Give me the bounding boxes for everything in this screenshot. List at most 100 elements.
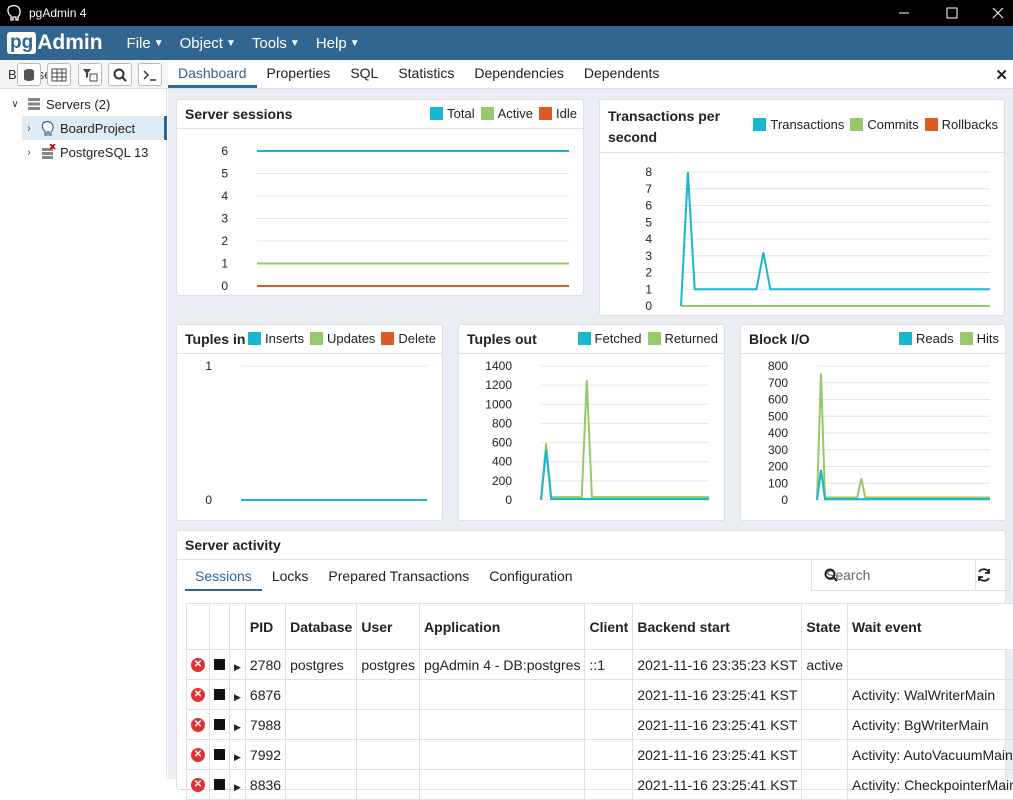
tab-sql[interactable]: SQL xyxy=(340,59,388,88)
close-tab-icon[interactable]: ✕ xyxy=(995,66,1008,84)
column-header[interactable]: Wait event xyxy=(848,604,1013,650)
tab-properties[interactable]: Properties xyxy=(257,59,341,88)
terminate-session-button[interactable]: ✕ xyxy=(187,710,210,740)
expand-row-button[interactable]: ▶ xyxy=(230,710,246,740)
y-tick-label: 800 xyxy=(768,359,788,373)
cancel-query-button[interactable] xyxy=(210,680,230,710)
legend-label: Hits xyxy=(977,331,999,346)
legend-item: Rollbacks xyxy=(925,117,998,132)
query-tool-button[interactable] xyxy=(17,63,41,86)
legend-label: Returned xyxy=(665,331,718,346)
column-header[interactable]: PID xyxy=(245,604,285,650)
menu-file[interactable]: File▼ xyxy=(127,35,164,52)
tab-dependents[interactable]: Dependents xyxy=(574,59,670,88)
terminate-session-button[interactable]: ✕ xyxy=(187,770,210,800)
cell-application xyxy=(420,710,585,740)
chevron-right-icon[interactable]: › xyxy=(22,147,36,158)
maximize-button[interactable] xyxy=(929,0,975,26)
chevron-down-icon[interactable]: ∨ xyxy=(8,99,22,110)
menu-object[interactable]: Object▼ xyxy=(180,35,236,52)
menu-tools[interactable]: Tools▼ xyxy=(252,35,300,52)
cancel-query-button[interactable] xyxy=(210,650,230,680)
y-tick-label: 600 xyxy=(768,393,788,407)
cell-client: ::1 xyxy=(585,650,633,680)
close-window-button[interactable] xyxy=(975,0,1013,26)
terminate-session-button[interactable]: ✕ xyxy=(187,740,210,770)
legend-item: Active xyxy=(481,106,533,121)
cell-pid: 8836 xyxy=(245,770,285,800)
tree-node-servers[interactable]: ∨ Servers (2) xyxy=(8,92,166,116)
search-objects-button[interactable] xyxy=(108,63,132,86)
expand-row-button[interactable]: ▶ xyxy=(230,680,246,710)
cancel-query-button[interactable] xyxy=(210,770,230,800)
caret-right-icon: ▶ xyxy=(234,722,241,732)
main-tabs: Dashboard Properties SQL Statistics Depe… xyxy=(168,60,1013,89)
column-header[interactable]: Client xyxy=(585,604,633,650)
expand-row-button[interactable]: ▶ xyxy=(230,650,246,680)
sessions-table: PID Database User Application Client Bac… xyxy=(186,603,1013,800)
tab-locks[interactable]: Locks xyxy=(262,561,319,591)
cell-wait-event: Activity: CheckpointerMain xyxy=(848,770,1013,800)
tree-node-boardproject[interactable]: › BoardProject xyxy=(22,116,167,140)
close-circle-icon: ✕ xyxy=(191,658,205,672)
legend-label: Rollbacks xyxy=(942,117,998,132)
tab-dashboard[interactable]: Dashboard xyxy=(168,59,257,88)
cell-application xyxy=(420,680,585,710)
stop-icon xyxy=(214,749,225,760)
cell-client xyxy=(585,770,633,800)
tab-sessions[interactable]: Sessions xyxy=(185,561,262,591)
cell-wait-event: Activity: BgWriterMain xyxy=(848,710,1013,740)
legend-item: Fetched xyxy=(578,331,642,346)
terminate-session-button[interactable]: ✕ xyxy=(187,650,210,680)
psql-tool-button[interactable] xyxy=(138,63,162,86)
terminate-session-button[interactable]: ✕ xyxy=(187,680,210,710)
minimize-button[interactable] xyxy=(881,0,927,26)
tab-statistics[interactable]: Statistics xyxy=(388,59,464,88)
chevron-right-icon[interactable]: › xyxy=(22,123,36,134)
column-header[interactable]: State xyxy=(802,604,848,650)
legend: Total Active Idle xyxy=(424,106,577,121)
expand-row-button[interactable]: ▶ xyxy=(230,740,246,770)
series-line-hits xyxy=(817,374,990,501)
window-titlebar: pgAdmin 4 xyxy=(0,0,1013,26)
tab-dependencies[interactable]: Dependencies xyxy=(464,59,574,88)
tree-node-postgresql13[interactable]: › PostgreSQL 13 xyxy=(22,140,167,164)
terminal-icon xyxy=(142,68,158,82)
cell-database xyxy=(286,740,357,770)
chevron-down-icon: ▼ xyxy=(290,38,300,49)
column-header[interactable]: Application xyxy=(420,604,585,650)
legend-item: Commits xyxy=(850,117,918,132)
y-tick-label: 3 xyxy=(645,249,652,263)
filtered-rows-button[interactable] xyxy=(78,63,102,86)
window-title: pgAdmin 4 xyxy=(29,6,86,20)
column-header[interactable]: Backend start xyxy=(633,604,802,650)
y-tick-label: 0 xyxy=(205,493,212,507)
tab-configuration[interactable]: Configuration xyxy=(479,561,582,591)
cancel-query-button[interactable] xyxy=(210,710,230,740)
cancel-query-button[interactable] xyxy=(210,740,230,770)
legend-label: Total xyxy=(447,106,474,121)
server-activity-panel: Server activity Sessions Locks Prepared … xyxy=(176,530,1006,790)
search-box[interactable]: Search xyxy=(811,559,976,591)
tree-label-servers: Servers (2) xyxy=(46,97,110,112)
legend-item: Reads xyxy=(899,331,954,346)
y-tick-label: 8 xyxy=(645,165,652,179)
menu-file-label: File xyxy=(127,35,151,52)
legend-swatch xyxy=(960,332,973,345)
view-data-button[interactable] xyxy=(47,63,71,86)
legend-item: Inserts xyxy=(248,331,304,346)
y-tick-label: 800 xyxy=(492,416,512,430)
refresh-button[interactable] xyxy=(975,559,1010,591)
stop-icon xyxy=(214,659,225,670)
column-header[interactable]: Database xyxy=(286,604,357,650)
y-tick-label: 200 xyxy=(768,460,788,474)
expand-row-button[interactable]: ▶ xyxy=(230,770,246,800)
column-header[interactable]: User xyxy=(357,604,420,650)
menu-help[interactable]: Help▼ xyxy=(316,35,360,52)
cell-user xyxy=(357,680,420,710)
tab-prepared-transactions[interactable]: Prepared Transactions xyxy=(318,561,479,591)
search-icon xyxy=(113,68,127,82)
